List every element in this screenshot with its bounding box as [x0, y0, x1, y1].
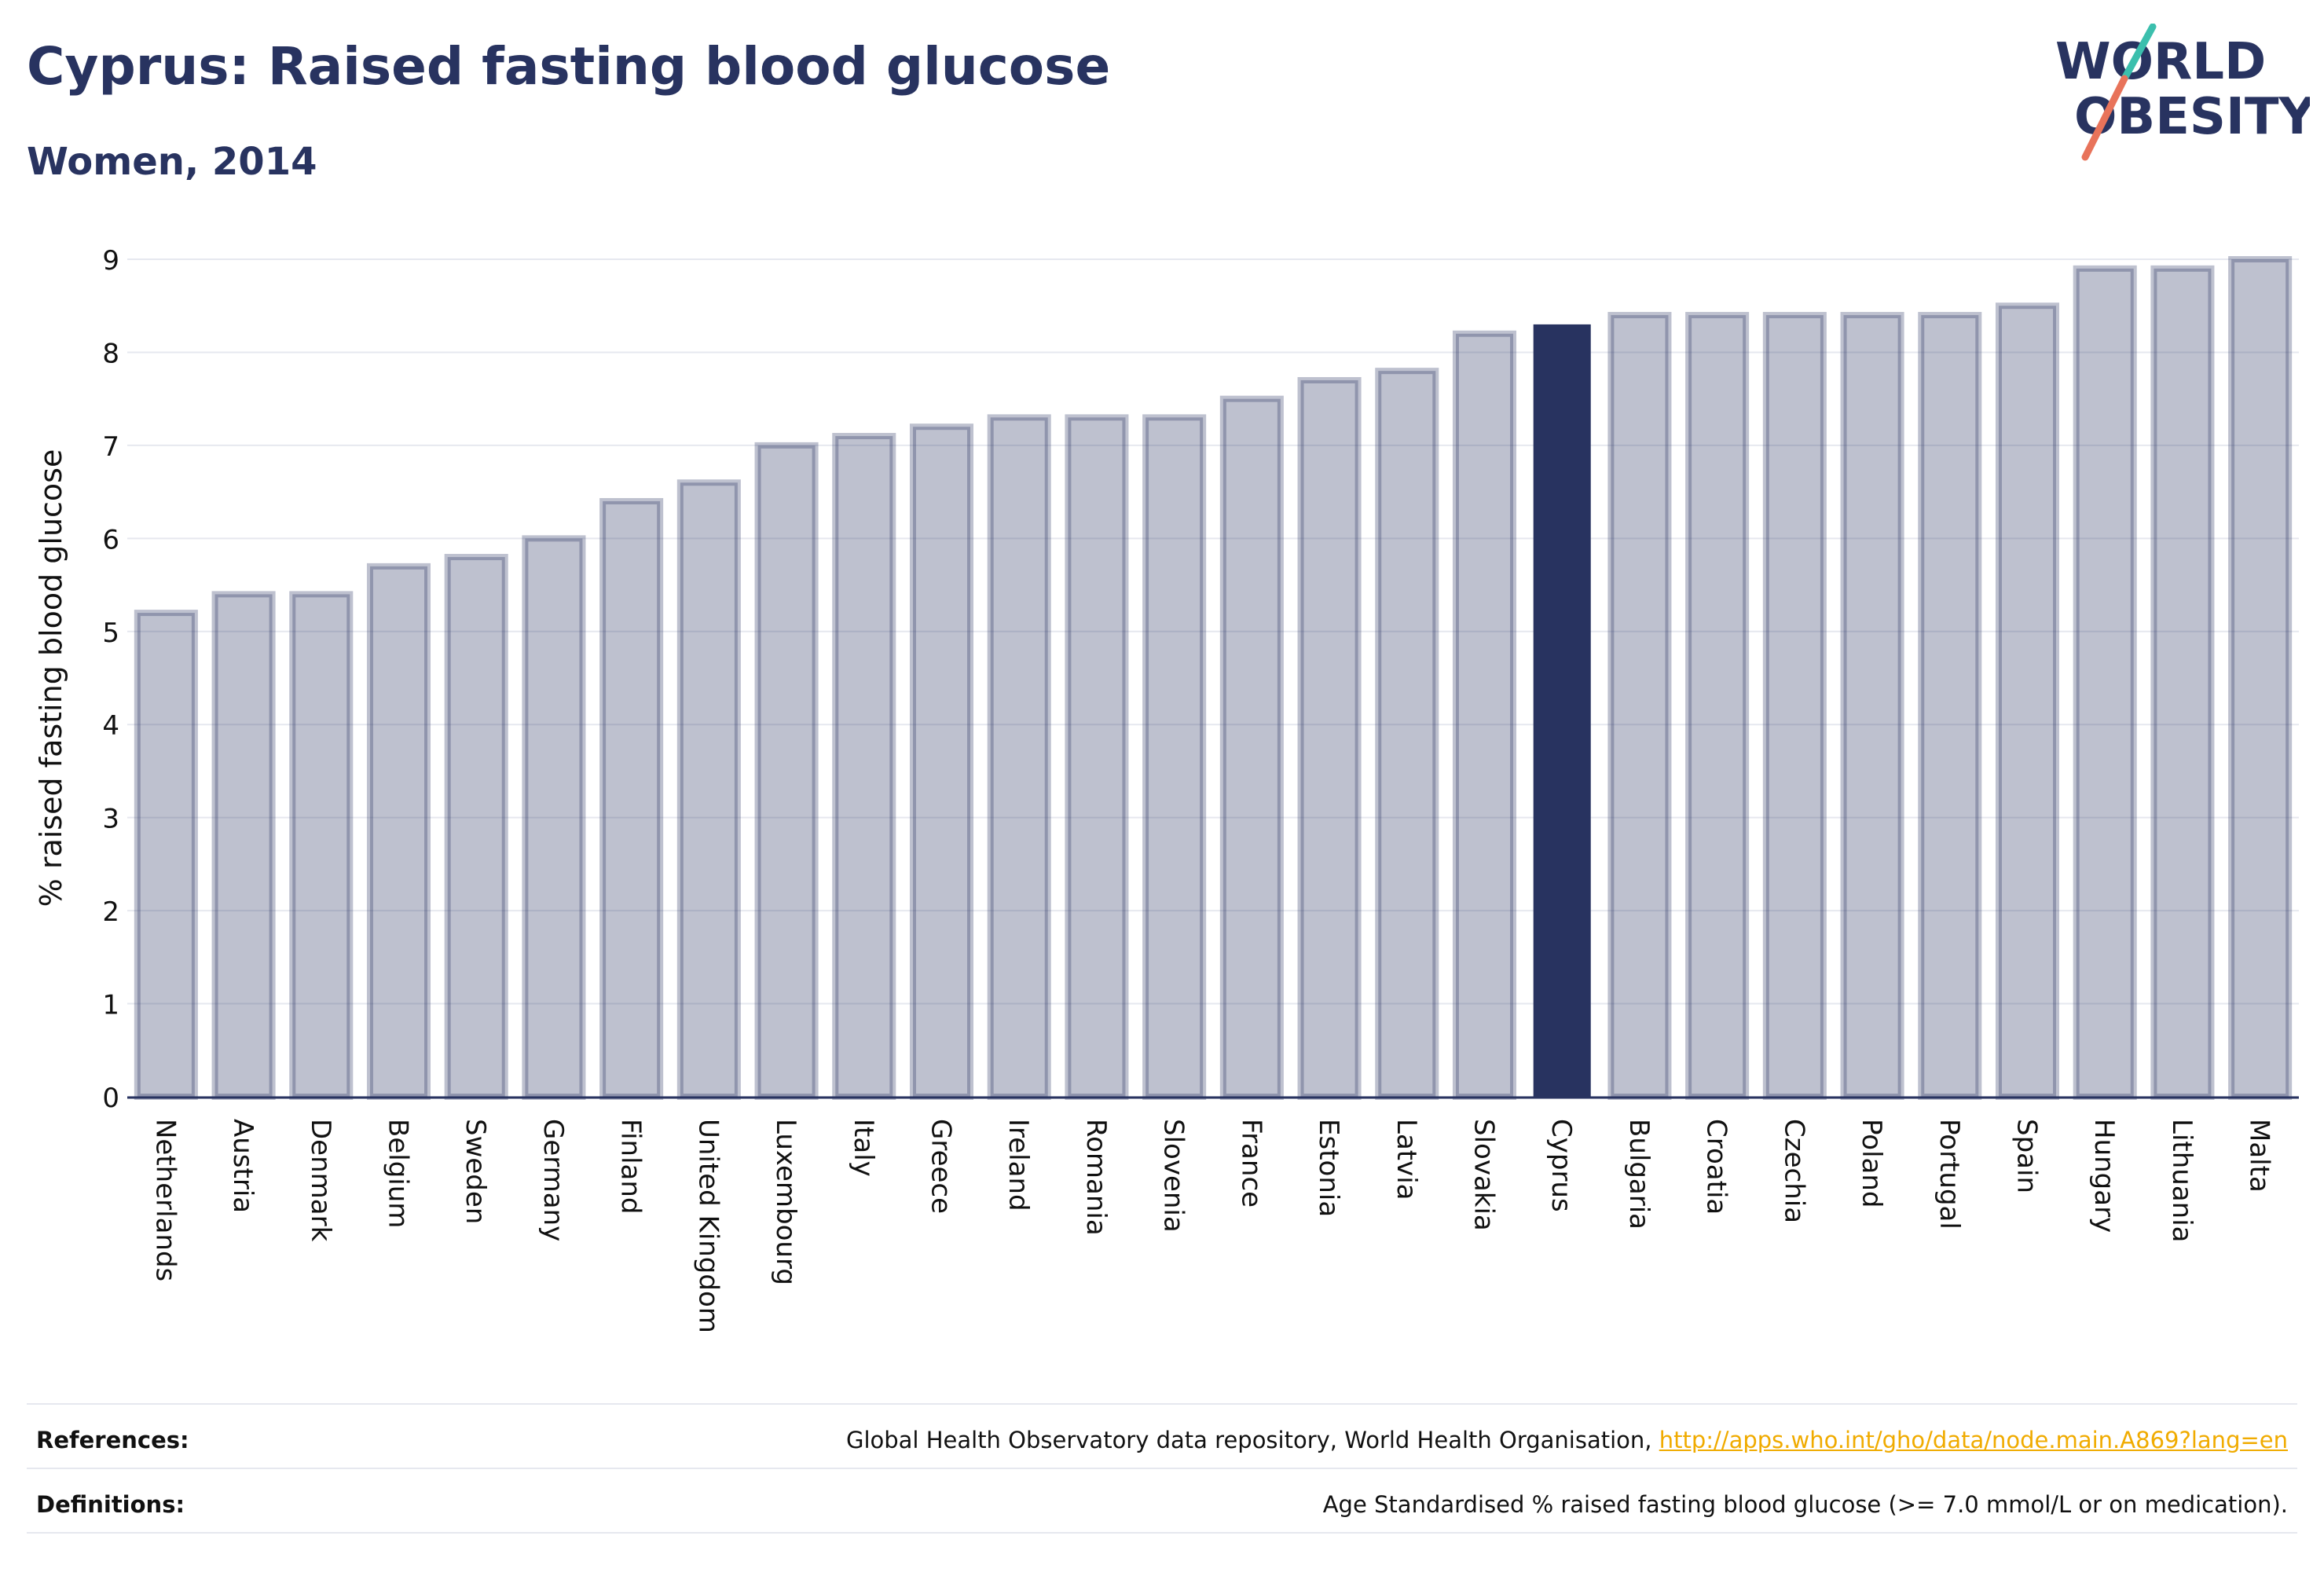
bar-bulgaria	[1607, 312, 1672, 1101]
references-link[interactable]: http://apps.who.int/gho/data/node.main.A…	[1659, 1427, 2288, 1453]
bar-croatia	[1685, 312, 1750, 1101]
definitions-text: Age Standardised % raised fasting blood …	[1322, 1491, 2288, 1518]
bars	[134, 256, 2293, 1101]
x-tick-label: France	[1235, 1119, 1266, 1208]
x-tick-label: Germany	[537, 1119, 569, 1241]
x-tick-label: Malta	[2244, 1119, 2275, 1193]
bar-czechia	[1762, 312, 1827, 1101]
x-tick-label: Sweden	[460, 1119, 491, 1224]
y-tick-label: 8	[102, 338, 119, 369]
bar-denmark	[289, 591, 354, 1100]
bar-netherlands	[134, 610, 198, 1100]
chart-title: Cyprus: Raised fasting blood glucose	[27, 36, 1111, 97]
x-tick-label: Denmark	[305, 1119, 336, 1242]
y-tick-label: 3	[102, 804, 119, 835]
bar-united-kingdom	[676, 479, 741, 1100]
x-tick-label: Estonia	[1313, 1119, 1344, 1217]
y-tick-label: 1	[102, 990, 119, 1021]
bar-spain	[1995, 302, 2060, 1100]
bar-belgium	[366, 563, 431, 1100]
bar-austria	[211, 591, 276, 1100]
bar-slovakia	[1452, 330, 1517, 1100]
x-tick-label: Finland	[615, 1119, 647, 1215]
y-tick-label: 2	[102, 896, 119, 928]
world-obesity-logo: WORLD OBESITY	[2055, 24, 2310, 161]
bar-italy	[832, 433, 896, 1100]
footer-divider-bottom	[27, 1532, 2297, 1534]
chart-subtitle: Women, 2014	[27, 140, 317, 184]
bar-greece	[909, 423, 974, 1100]
x-tick-label: Slovakia	[1468, 1119, 1500, 1231]
logo-slash-coral	[2081, 75, 2128, 161]
bar-poland	[1840, 312, 1904, 1101]
y-tick-label: 5	[102, 618, 119, 649]
bar-luxembourg	[754, 442, 819, 1100]
y-tick-label: 0	[102, 1083, 119, 1114]
x-tick-label: Belgium	[383, 1119, 414, 1228]
x-tick-label: Spain	[2011, 1119, 2043, 1193]
x-tick-label: Romania	[1080, 1119, 1112, 1236]
bar-hungary	[2073, 265, 2137, 1100]
y-axis-label: % raised fasting blood glucose	[34, 449, 68, 907]
bar-cyprus	[1533, 324, 1591, 1097]
x-tick-label: Ireland	[1003, 1119, 1034, 1211]
x-tick-label: Bulgaria	[1623, 1119, 1655, 1230]
logo-line-1: WORLD	[2055, 33, 2266, 91]
x-tick-label: Poland	[1856, 1119, 1887, 1208]
bar-estonia	[1297, 376, 1362, 1100]
x-tick-label: Greece	[926, 1119, 957, 1214]
y-tick-label: 6	[102, 524, 119, 555]
definitions-label: Definitions:	[36, 1491, 185, 1518]
x-tick-label: Croatia	[1701, 1119, 1732, 1215]
bar-france	[1219, 395, 1284, 1100]
x-tick-label: Lithuania	[2166, 1119, 2198, 1242]
y-tick-label: 7	[102, 431, 119, 463]
logo-slash-teal	[2121, 24, 2157, 82]
bar-chart: 0 1 2 3 4 5 6 7 8 9 Netherlands Austria Denmark Belg…	[34, 245, 2299, 1333]
x-tick-label: Hungary	[2088, 1119, 2120, 1233]
footer-divider-top	[27, 1403, 2297, 1405]
footer-divider-middle	[27, 1468, 2297, 1469]
y-tick-label: 9	[102, 245, 119, 277]
bar-finland	[599, 497, 664, 1100]
bar-sweden	[444, 554, 508, 1100]
bar-germany	[522, 535, 586, 1100]
bar-ireland	[987, 414, 1051, 1100]
bar-lithuania	[2150, 265, 2215, 1100]
x-tick-label: United Kingdom	[692, 1119, 724, 1333]
x-tick-label: Cyprus	[1545, 1119, 1577, 1212]
x-tick-labels: Netherlands Austria Denmark Belgium Sweden Ge…	[149, 1119, 2275, 1333]
y-tick-label: 4	[102, 710, 119, 742]
x-tick-label: Luxembourg	[770, 1119, 801, 1285]
references-text: Global Health Observatory data repositor…	[846, 1427, 2288, 1453]
x-tick-label: Latvia	[1391, 1119, 1422, 1200]
x-tick-label: Portugal	[1934, 1119, 1965, 1230]
x-tick-label: Italy	[848, 1119, 879, 1177]
bar-latvia	[1375, 368, 1439, 1100]
bar-portugal	[1918, 312, 1982, 1101]
references-label: References:	[36, 1427, 189, 1453]
y-tick-labels: 0 1 2 3 4 5 6 7 8 9	[102, 245, 119, 1114]
references-source: Global Health Observatory data repositor…	[845, 1427, 1659, 1453]
bar-slovenia	[1142, 414, 1207, 1100]
x-tick-label: Netherlands	[149, 1119, 181, 1281]
bar-malta	[2228, 256, 2293, 1100]
x-tick-label: Slovenia	[1158, 1119, 1189, 1233]
bar-romania	[1065, 414, 1129, 1100]
x-tick-label: Czechia	[1778, 1119, 1809, 1223]
x-tick-label: Austria	[227, 1119, 258, 1213]
